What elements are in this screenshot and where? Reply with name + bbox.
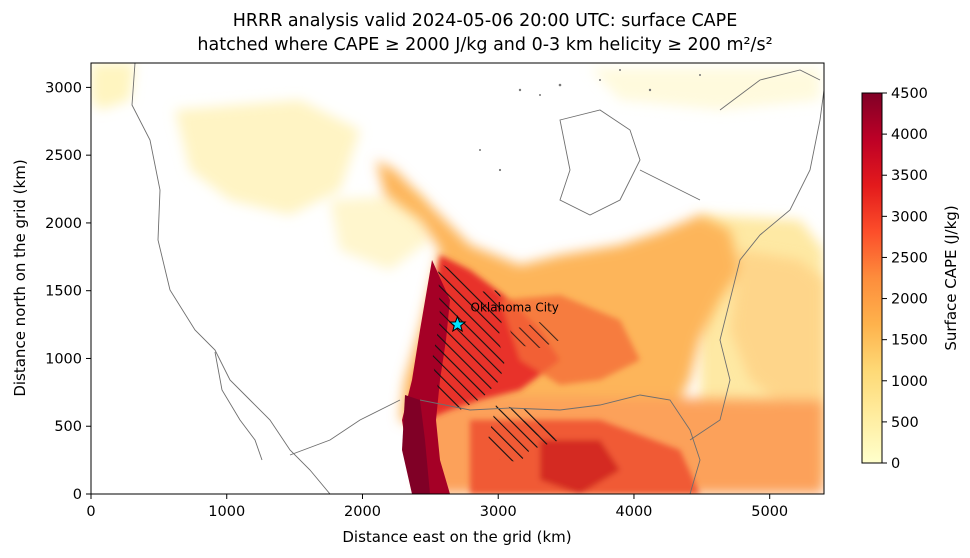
y-tick-label: 3000 [45,80,82,96]
y-axis-label: Distance north on the grid (km) [11,159,29,396]
x-tick-label: 4000 [616,504,653,520]
x-tick-label: 0 [86,504,95,520]
colorbar-tick-label: 3500 [891,168,928,184]
helicity-hatching [432,262,560,462]
chart-title-line-2: hatched where CAPE ≥ 2000 J/kg and 0-3 k… [197,35,773,55]
y-tick-label: 1500 [45,284,82,300]
y-tick-label: 2500 [45,148,82,164]
colorbar-label: Surface CAPE (J/kg) [942,205,960,350]
y-axis: 0 500 1000 1500 2000 2500 3000 [45,80,91,503]
x-tick-label: 1000 [208,504,245,520]
coastlines [131,63,824,494]
plot-frame [90,62,825,495]
x-tick-label: 2000 [344,504,381,520]
chart-title-line-1: HRRR analysis valid 2024-05-06 20:00 UTC… [232,11,738,31]
x-axis: 0 1000 2000 3000 4000 5000 [86,494,788,520]
colorbar [861,92,883,464]
colorbar-tick-label: 1500 [891,333,928,349]
cape-field-extreme [402,260,450,494]
city-star-marker [448,315,467,333]
x-axis-label: Distance east on the grid (km) [342,528,571,546]
lake-dots [479,69,701,172]
y-tick-label: 500 [54,419,82,435]
colorbar-tick-label: 3000 [891,209,928,225]
city-label: Oklahoma City [471,301,559,315]
colorbar-tick-label: 2000 [891,292,928,308]
colorbar-ticks: 0 500 1000 1500 2000 2500 3000 3500 4000 4500 [882,86,928,472]
y-tick-label: 0 [73,487,82,503]
colorbar-tick-label: 0 [891,456,900,472]
colorbar-tick-label: 500 [891,415,919,431]
colorbar-tick-label: 2500 [891,250,928,266]
y-tick-label: 2000 [45,216,82,232]
y-tick-label: 1000 [45,351,82,367]
city-annotation: Oklahoma City [448,301,559,333]
colorbar-tick-label: 4500 [891,86,928,102]
colorbar-tick-label: 1000 [891,374,928,390]
x-tick-label: 3000 [480,504,517,520]
x-tick-label: 5000 [751,504,788,520]
colorbar-tick-label: 4000 [891,127,928,143]
cape-heatmap [91,63,824,494]
